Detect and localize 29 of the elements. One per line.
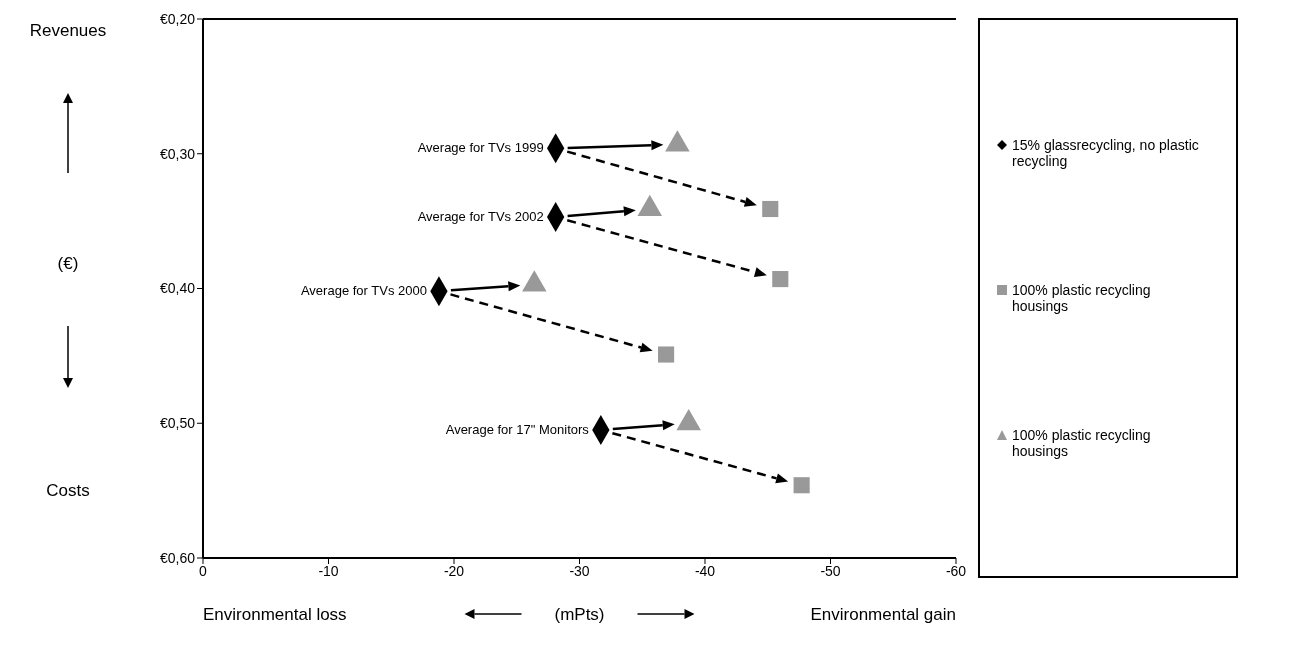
y-tick-label: €0,40 [159,280,196,297]
x-tick-label: -40 [694,562,716,579]
text: Environmental gain [810,605,956,624]
point [762,200,779,218]
text: Revenues [29,21,107,40]
point [793,477,810,494]
annotation: Average for TVs 1999 [417,140,544,156]
point [658,346,675,363]
x-tick-label: -20 [443,562,465,579]
text: Environmental loss [203,605,347,624]
text: Costs [46,481,90,500]
y-axis-title: (€) [57,253,79,273]
annotation: Average for 17" Monitors [445,421,590,437]
x-tick-label: -30 [569,562,590,579]
x-tick-label: -50 [820,562,841,579]
x-tick-label: -10 [318,562,339,579]
point [772,271,789,288]
annotation: Average for TVs 2002 [417,209,544,225]
y-tick-label: €0,30 [159,145,196,162]
y-tick-label: €0,50 [159,415,196,432]
x-tick-label: 0 [199,562,208,579]
annotation: Average for TVs 2000 [300,283,427,299]
y-tick-label: €0,20 [159,10,196,27]
legend-label: 15% glassrecycling, no plastic recycling [1012,136,1200,169]
y-tick-label: €0,60 [159,549,196,566]
x-axis-title: (mPts) [554,605,605,624]
legend-label: 100% plastic recycling housings [1012,427,1152,460]
x-tick-label: -60 [945,562,967,579]
legend-label: 100% plastic recycling housings [1012,281,1152,314]
